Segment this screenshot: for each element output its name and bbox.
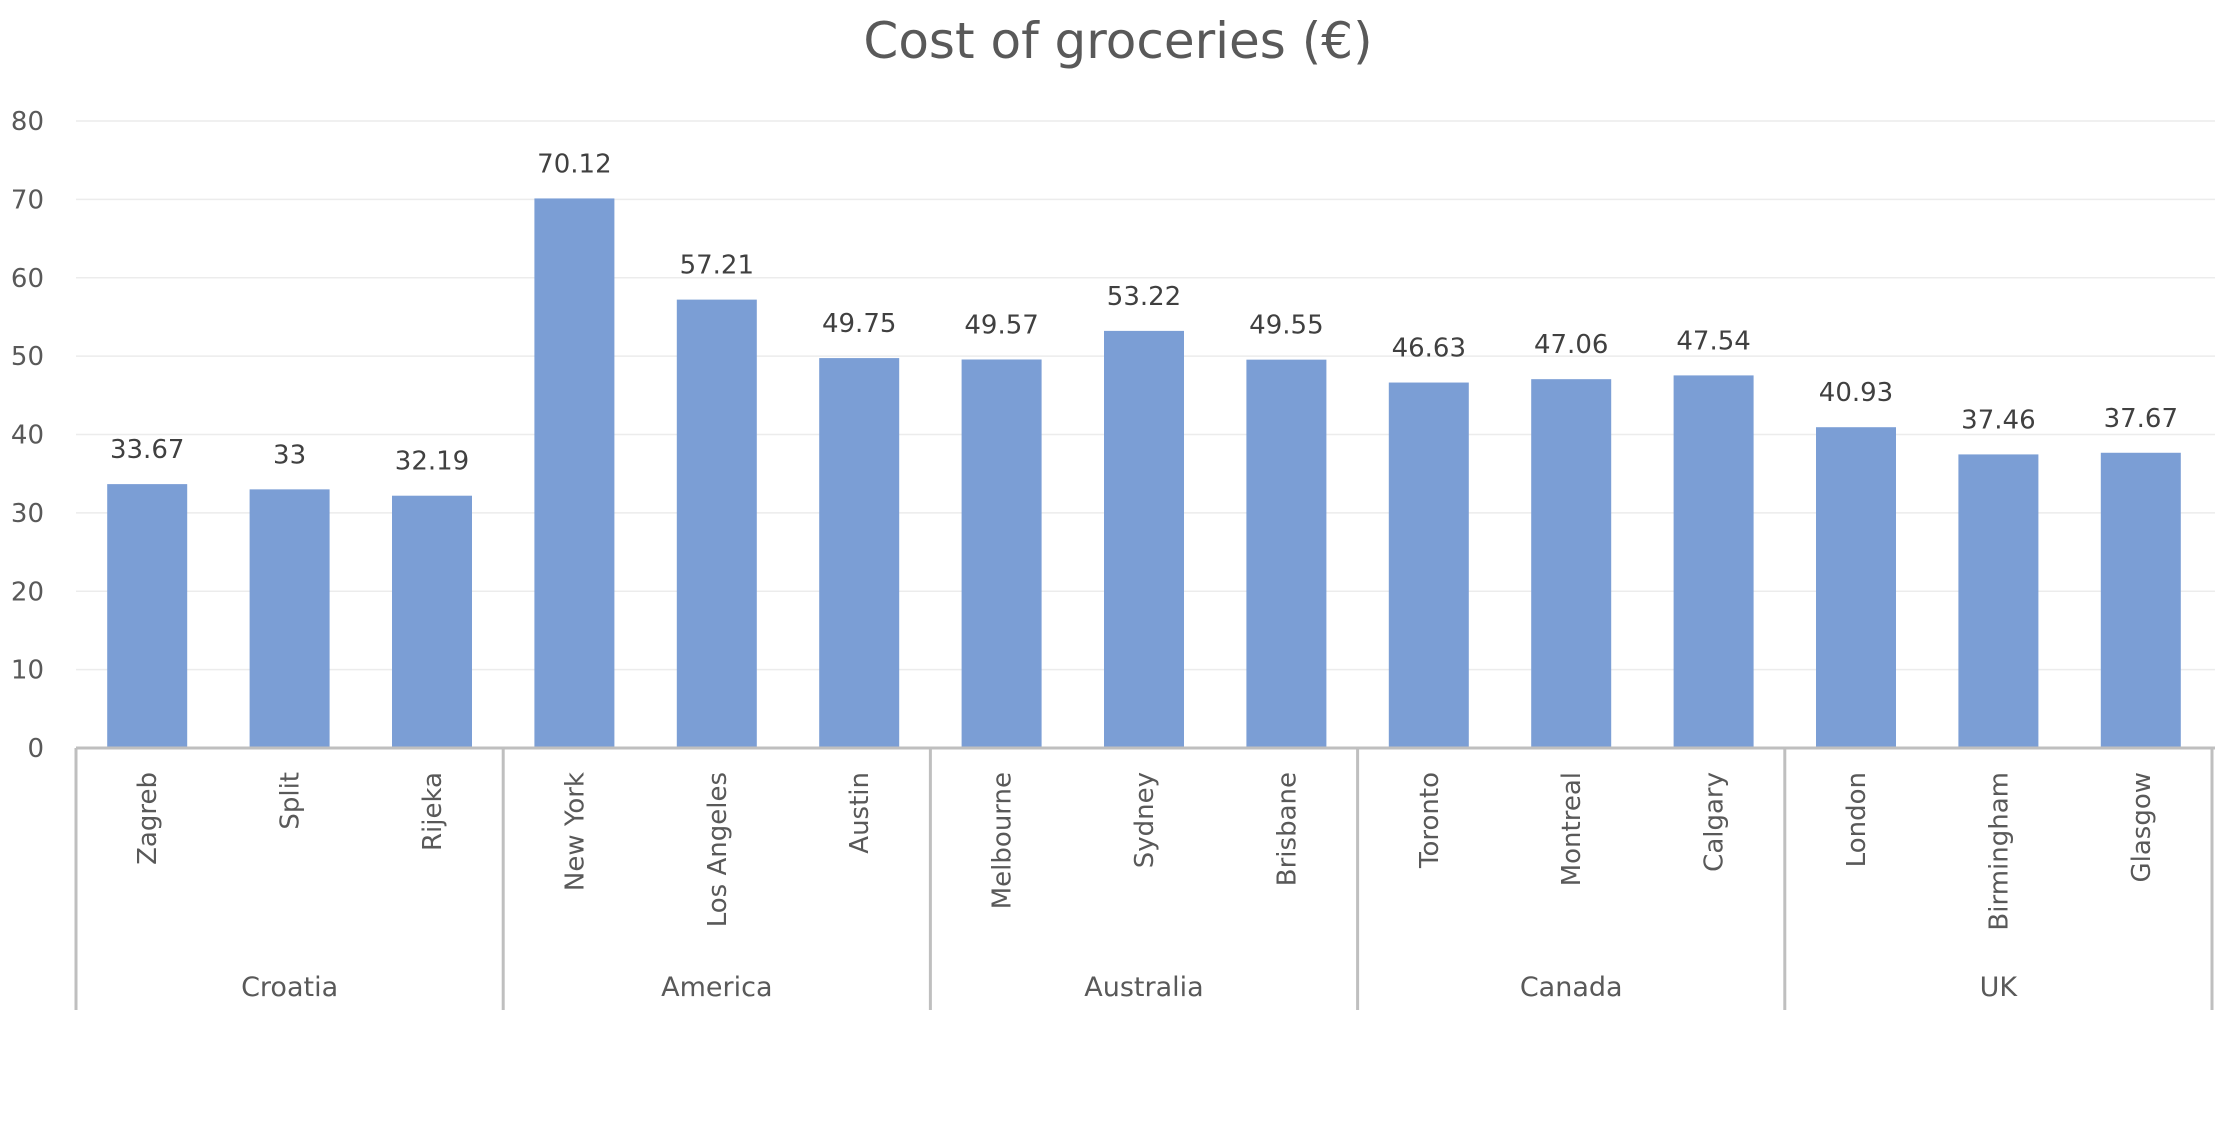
data-label: 47.06: [1534, 330, 1608, 360]
group-label: America: [661, 972, 772, 1003]
y-tick-label: 50: [11, 342, 44, 372]
bar: [1958, 454, 2039, 748]
data-label: 49.75: [822, 309, 896, 339]
category-tick-label: Zagreb: [133, 772, 163, 865]
data-label: 33.67: [110, 435, 184, 465]
group-label: Australia: [1084, 972, 1203, 1003]
data-label: 57.21: [680, 251, 754, 281]
category-tick-label: London: [1842, 772, 1872, 867]
data-label: 46.63: [1392, 334, 1466, 364]
data-label: 37.46: [1961, 405, 2035, 435]
data-label: 47.54: [1676, 326, 1750, 356]
data-label: 53.22: [1107, 282, 1181, 312]
category-tick-label: Los Angeles: [703, 772, 733, 927]
bar: [676, 299, 757, 748]
bars: [107, 198, 2181, 748]
data-label: 70.12: [537, 149, 611, 179]
category-tick-label: Austin: [845, 772, 875, 854]
y-tick-label: 20: [11, 577, 44, 607]
data-label: 32.19: [395, 447, 469, 477]
data-labels: 33.67 33 32.19 70.12 57.21 49.75 49.57 53.22 49.…: [110, 149, 2178, 476]
category-tick-label: Rijeka: [418, 772, 448, 851]
bar: [2100, 452, 2181, 748]
category-tick-label: New York: [560, 772, 590, 891]
bar: [534, 198, 615, 748]
bar: [1388, 382, 1469, 748]
category-tick-label: Calgary: [1700, 772, 1730, 872]
y-tick-label: 60: [11, 264, 44, 294]
bar: [961, 359, 1042, 748]
y-tick-label: 0: [27, 734, 44, 764]
bar: [819, 358, 900, 748]
data-label: 37.67: [2104, 404, 2178, 434]
y-tick-label: 10: [11, 656, 44, 686]
bar: [1673, 375, 1754, 748]
category-tick-label: Montreal: [1557, 772, 1587, 886]
data-label: 33: [273, 440, 306, 470]
bar: [249, 489, 330, 748]
category-tick-label: Sydney: [1130, 772, 1160, 868]
category-axis: Zagreb Split Rijeka New York Los Angeles Aust…: [74, 746, 2215, 1010]
bar: [107, 484, 188, 748]
y-tick-label: 70: [11, 185, 44, 215]
data-label: 40.93: [1819, 378, 1893, 408]
bar: [1246, 359, 1327, 748]
bar: [1531, 379, 1612, 748]
category-tick-label: Split: [276, 772, 306, 830]
group-label: Croatia: [241, 972, 338, 1003]
group-label: UK: [1980, 972, 2019, 1003]
category-tick-label: Brisbane: [1272, 772, 1302, 886]
chart-title: Cost of groceries (€): [863, 12, 1372, 70]
bar: [1104, 330, 1184, 748]
category-tick-label: Toronto: [1415, 772, 1445, 869]
category-tick-label: Birmingham: [1984, 772, 2014, 931]
data-label: 49.55: [1249, 311, 1323, 341]
y-tick-label: 80: [11, 107, 44, 137]
category-tick-label: Melbourne: [988, 772, 1018, 909]
y-axis-tick-labels: 0 10 20 30 40 50 60 70 80: [11, 107, 44, 764]
data-label: 49.57: [964, 310, 1038, 340]
y-tick-label: 30: [11, 499, 44, 529]
category-tick-label: Glasgow: [2127, 772, 2157, 883]
group-label: Canada: [1520, 972, 1623, 1003]
y-tick-label: 40: [11, 421, 44, 451]
bar: [1816, 427, 1896, 748]
bar: [392, 495, 472, 748]
